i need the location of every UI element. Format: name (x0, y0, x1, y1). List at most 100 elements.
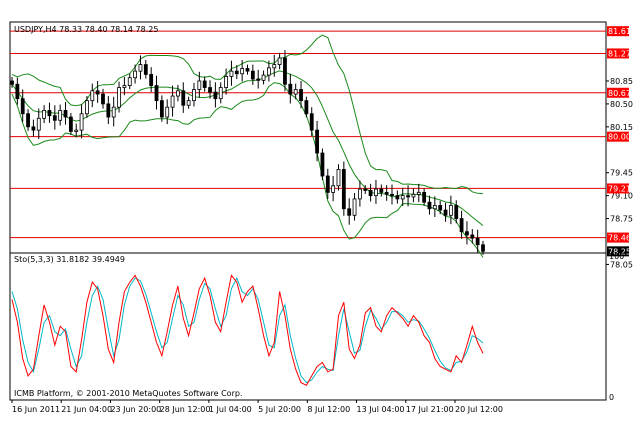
candle-body-57 (315, 129, 319, 154)
candle-body-81 (443, 209, 448, 216)
time-label-6: 8 Jul 12:00 (307, 405, 350, 414)
candle-body-13 (79, 113, 84, 131)
candle-body-9 (58, 110, 63, 121)
candle-body-20 (117, 87, 121, 108)
candle-body-8 (52, 115, 57, 121)
candle-body-6 (42, 110, 47, 119)
time-label-5: 5 Jul 20:00 (258, 405, 301, 414)
candle-body-46 (256, 78, 261, 81)
candle-body-11 (68, 116, 73, 132)
candle-body-71 (390, 193, 394, 197)
candle-body-26 (149, 74, 154, 86)
bollinger-middle (11, 70, 484, 226)
candle-body-36 (202, 80, 207, 88)
candle-body-78 (427, 201, 432, 210)
candle-body-14 (85, 100, 89, 115)
candle-body-87 (475, 237, 480, 246)
candle-body-2 (20, 98, 25, 115)
candle-body-40 (224, 75, 228, 88)
candle-body-35 (197, 80, 202, 90)
time-label-7: 13 Jul 04:00 (357, 405, 405, 414)
main-chart-frame[interactable] (9, 21, 607, 272)
candle-body-31 (176, 90, 180, 97)
candle-body-56 (309, 113, 314, 131)
candle-body-48 (267, 67, 271, 76)
level-badge-4 (607, 183, 629, 194)
candle-body-52 (288, 83, 293, 95)
time-label-2: 23 Jun 20:00 (110, 405, 161, 414)
candle-body-77 (422, 191, 427, 203)
candle-body-83 (454, 205, 459, 219)
candle-body-34 (192, 89, 196, 102)
candle-body-47 (261, 74, 266, 81)
candle-body-86 (470, 234, 475, 239)
level-badge-0 (607, 26, 629, 37)
candle-body-72 (395, 195, 400, 200)
level-badge-5 (607, 232, 629, 243)
candle-body-51 (283, 57, 287, 85)
candle-body-1 (15, 83, 20, 100)
candle-body-10 (63, 110, 68, 118)
candle-body-30 (170, 95, 175, 108)
candle-body-4 (31, 126, 36, 131)
current-price-label: 78.25 (608, 247, 631, 256)
level-badge-label-5: 78.46 (608, 234, 631, 243)
candle-body-41 (229, 70, 234, 77)
stochastic-lines (11, 274, 484, 386)
candle-body-18 (106, 103, 111, 118)
price-label-4: 79.10 (610, 192, 633, 201)
candle-body-37 (208, 87, 212, 93)
candle-body-29 (165, 106, 170, 118)
time-label-0: 16 Jun 2011 (12, 405, 60, 414)
candle-body-19 (111, 106, 116, 118)
level-badge-label-4: 79.21 (608, 184, 631, 193)
level-badge-1 (607, 48, 629, 59)
time-label-9: 20 Jul 12:00 (455, 405, 503, 414)
candle-body-25 (143, 64, 148, 75)
candle-body-70 (384, 191, 389, 195)
price-label-5: 78.75 (610, 215, 633, 224)
price-label-6: 78.05 (610, 260, 633, 269)
time-label-4: 1 Jul 04:00 (209, 405, 252, 414)
candle-body-45 (250, 70, 255, 80)
candle-body-73 (400, 195, 405, 200)
stochastic-title: Sto(5,3,3) 31.8182 39.4949 (14, 255, 125, 264)
stoch-axis-0: 0 (609, 393, 614, 402)
candle-body-50 (277, 57, 282, 65)
current-price-badge (607, 246, 629, 257)
candle-body-38 (213, 91, 218, 100)
level-badge-3 (607, 131, 629, 142)
stoch-axis-100: 100 (609, 252, 624, 261)
candle-body-69 (379, 188, 384, 193)
candle-body-66 (363, 188, 368, 191)
candle-body-16 (95, 90, 100, 95)
stochastic-signal-line (11, 276, 484, 384)
candle-body-17 (101, 93, 105, 105)
candle-body-67 (368, 190, 373, 197)
candle-body-3 (26, 113, 30, 128)
indicator-frame[interactable] (9, 252, 607, 401)
candle-body-63 (347, 208, 352, 216)
level-badge-label-0: 81.61 (608, 27, 631, 36)
price-label-1: 80.50 (610, 100, 633, 109)
candle-body-58 (320, 152, 325, 177)
candlesticks (10, 50, 485, 255)
candle-body-84 (459, 218, 464, 233)
time-label-1: 21 Jun 04:00 (61, 405, 112, 414)
candle-body-64 (352, 198, 357, 216)
candle-body-28 (159, 100, 164, 118)
level-badge-label-1: 81.27 (608, 49, 631, 58)
candle-body-15 (90, 90, 95, 102)
candle-body-80 (438, 205, 443, 211)
candle-body-21 (122, 85, 127, 88)
candle-body-44 (245, 68, 250, 72)
price-label-2: 80.15 (610, 123, 633, 132)
candle-body-88 (481, 244, 485, 252)
candle-body-85 (465, 231, 469, 236)
candle-body-5 (36, 117, 41, 131)
candle-body-61 (336, 169, 341, 187)
candle-body-24 (138, 64, 143, 72)
